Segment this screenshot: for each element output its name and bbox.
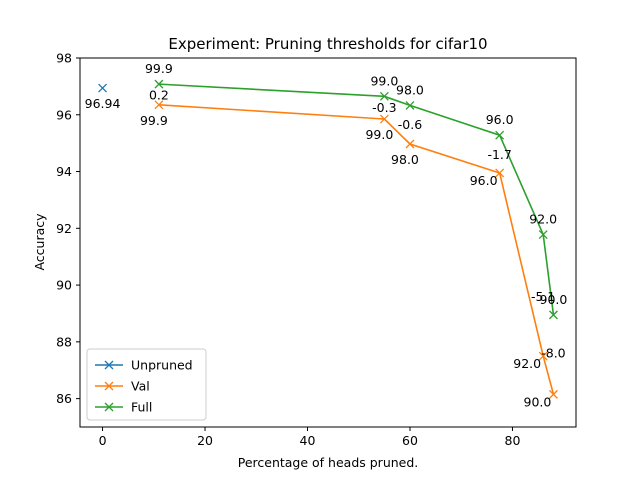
- y-tick-label: 90: [56, 278, 72, 293]
- y-tick-label: 86: [56, 391, 72, 406]
- difference-annotation: -1.7: [487, 147, 511, 162]
- data-label-full: 92.0: [529, 212, 557, 227]
- x-tick-label: 60: [402, 433, 418, 448]
- y-tick-label: 94: [56, 164, 72, 179]
- legend-label-unpruned: Unpruned: [131, 358, 193, 373]
- difference-annotation: -8.0: [541, 346, 565, 361]
- y-axis-title: Accuracy: [32, 213, 47, 271]
- data-label-val: 90.0: [524, 394, 552, 409]
- data-label-val: 99.0: [365, 127, 393, 142]
- axes-frame: [79, 57, 577, 428]
- data-point-full: [495, 130, 505, 140]
- legend-marker-val: [104, 381, 114, 391]
- legend: Unpruned Val Full: [86, 348, 207, 421]
- y-tick-label: 92: [56, 221, 72, 236]
- data-label-full: 99.9: [145, 61, 173, 76]
- series-val: [154, 100, 558, 399]
- data-label-full: 98.0: [396, 82, 424, 97]
- difference-annotation: -0.6: [398, 117, 422, 132]
- x-tick-label: 20: [197, 433, 213, 448]
- data-point-full: [379, 91, 389, 101]
- plot-area: 0 20 40 60 808688909294969896.9499.999.098.0…: [56, 51, 577, 448]
- data-point-val: [538, 351, 548, 361]
- data-point-val: [548, 389, 558, 399]
- difference-annotation: 0.2: [149, 87, 169, 102]
- data-point-full: [154, 79, 164, 89]
- legend-label-full: Full: [131, 400, 152, 415]
- y-tick-label: 88: [56, 334, 72, 349]
- data-label-full: 96.0: [486, 112, 514, 127]
- data-point-val: [405, 139, 415, 149]
- data-label-val: 96.0: [470, 173, 498, 188]
- series-line-full: [158, 83, 555, 315]
- data-point-unpruned: [98, 83, 108, 93]
- data-point-val: [379, 114, 389, 124]
- data-point-full: [548, 310, 558, 320]
- data-point-val: [154, 100, 164, 110]
- legend-marker-unpruned: [104, 360, 114, 370]
- data-label-val: 98.0: [391, 152, 419, 167]
- series-full: [154, 79, 558, 320]
- data-label-unpruned: 96.94: [85, 96, 121, 111]
- chart-title: Experiment: Pruning thresholds for cifar…: [168, 35, 487, 53]
- legend-marker-full: [104, 402, 114, 412]
- data-point-full: [405, 100, 415, 110]
- data-point-val: [495, 168, 505, 178]
- legend-entry-full: Full: [95, 400, 152, 415]
- data-label-val: 99.9: [140, 113, 168, 128]
- data-label-full: 90.0: [540, 292, 568, 307]
- data-label-val: 92.0: [513, 356, 541, 371]
- data-label-full: 99.0: [370, 73, 398, 88]
- legend-entry-val: Val: [95, 379, 150, 394]
- series-line-val: [158, 104, 555, 395]
- legend-entry-unpruned: Unpruned: [95, 358, 193, 373]
- x-tick-label: 80: [505, 433, 521, 448]
- x-axis-title: Percentage of heads pruned.: [238, 455, 419, 470]
- legend-box: [86, 348, 207, 421]
- series-unpruned: [98, 83, 108, 93]
- x-tick-label: 40: [300, 433, 316, 448]
- difference-annotation: -0.3: [372, 100, 396, 115]
- x-tick-label: 0: [99, 433, 107, 448]
- data-point-full: [538, 230, 548, 240]
- legend-label-val: Val: [131, 379, 150, 394]
- difference-annotation: -5.1: [531, 289, 555, 304]
- y-tick-label: 96: [56, 107, 72, 122]
- y-tick-label: 98: [56, 51, 72, 66]
